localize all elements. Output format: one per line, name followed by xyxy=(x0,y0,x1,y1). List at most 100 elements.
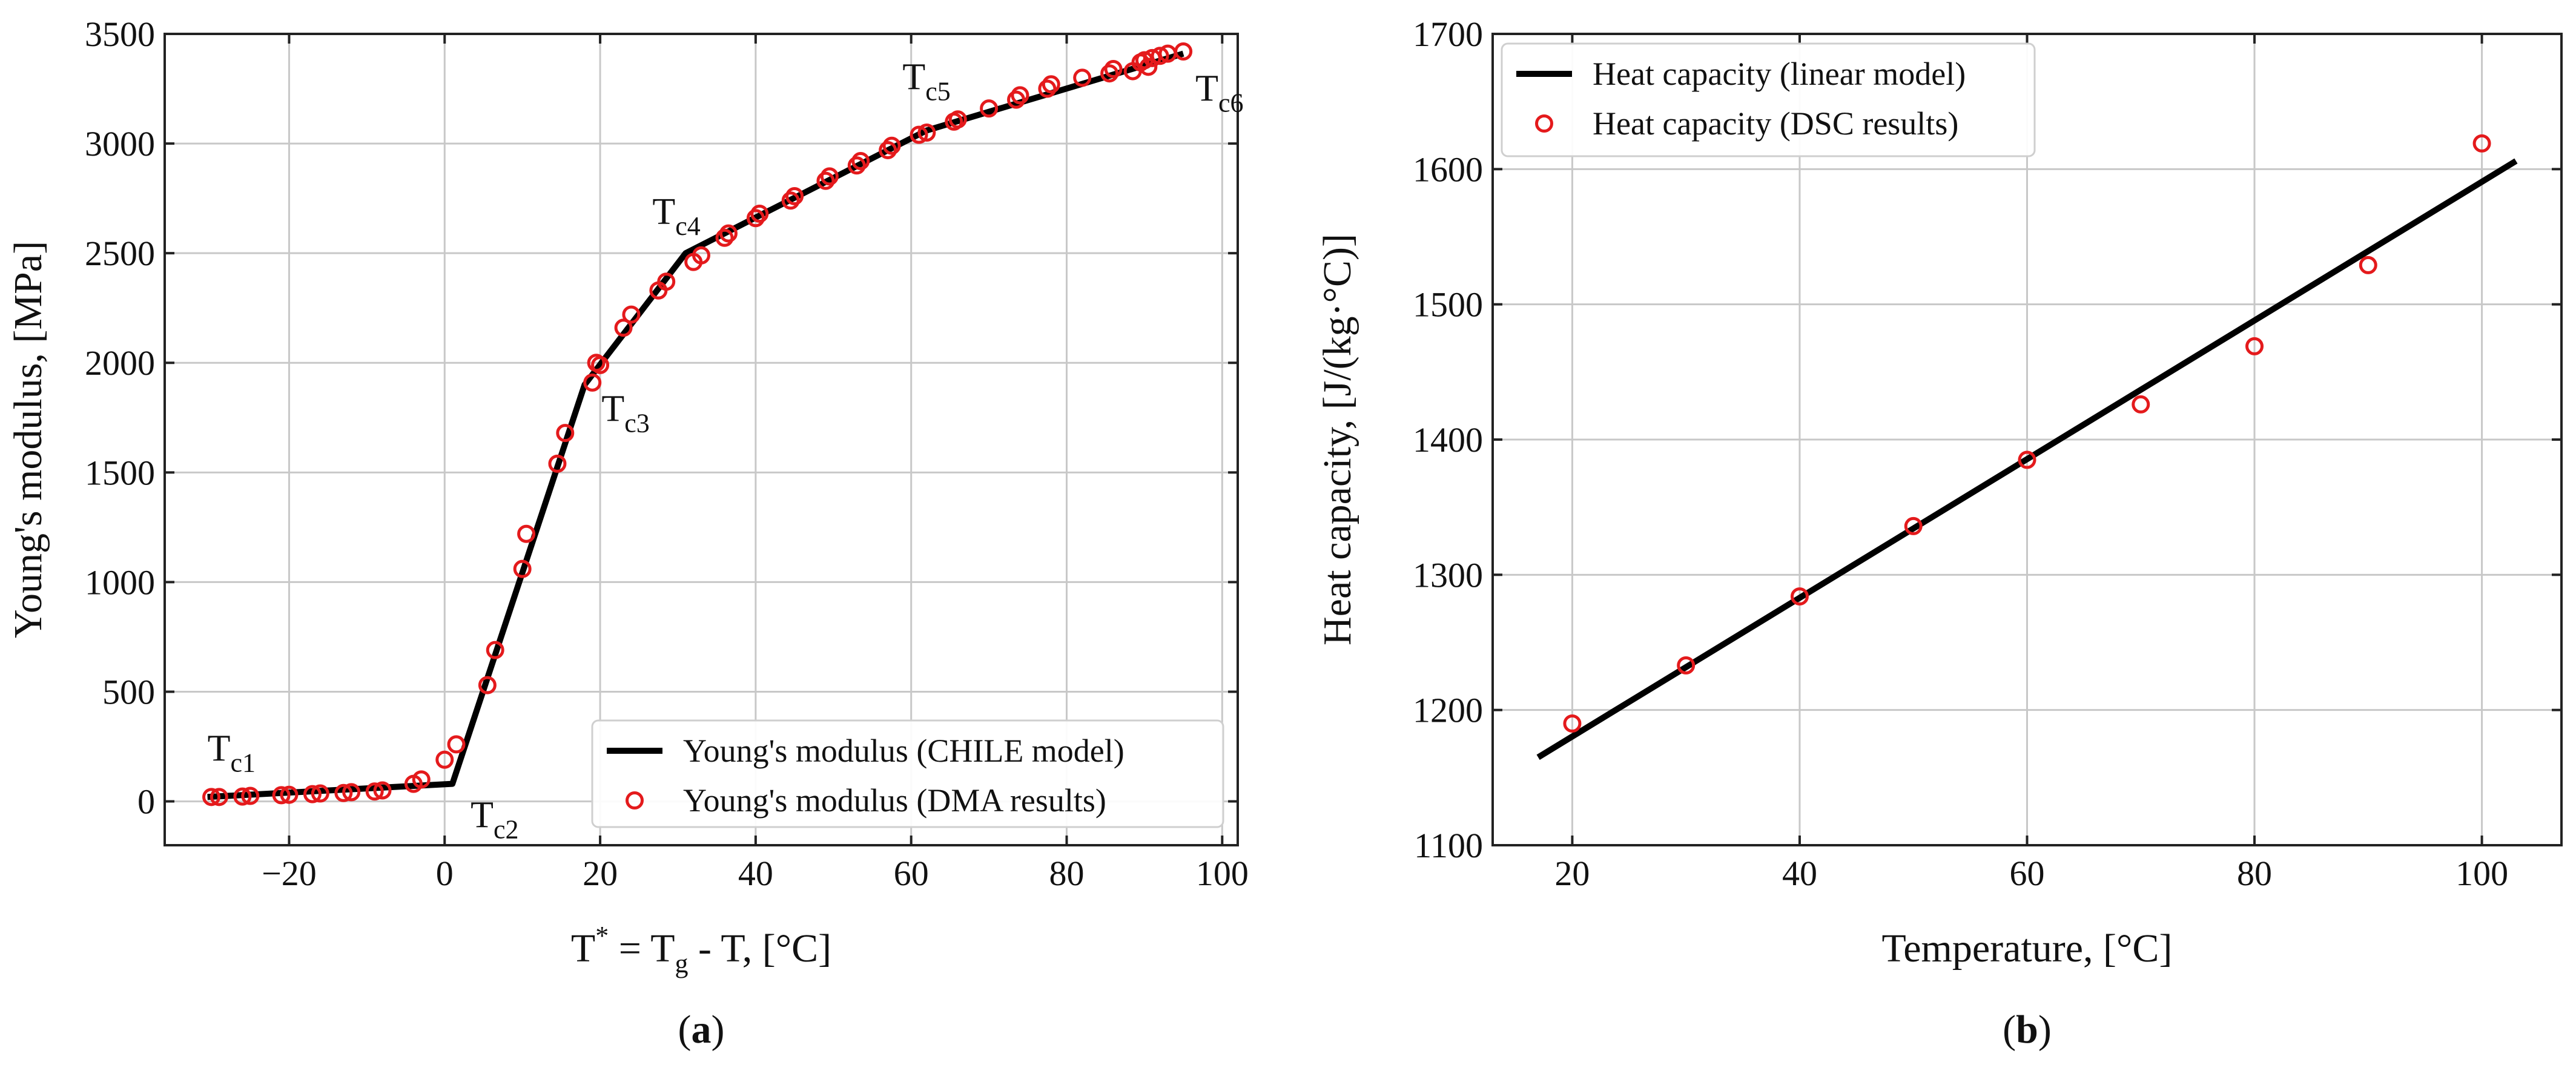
legend-frame xyxy=(591,719,1224,828)
x-tick-label: 40 xyxy=(1782,854,1817,893)
data-point xyxy=(1073,68,1092,87)
annotation-subscript: c4 xyxy=(675,211,701,241)
annotation-subscript: c6 xyxy=(1218,88,1244,118)
data-point xyxy=(447,735,466,754)
annotation-c5: Tc5 xyxy=(902,56,950,106)
y-tick-label: 1400 xyxy=(1413,420,1483,460)
data-point xyxy=(917,123,936,142)
x-tick-label: 20 xyxy=(583,854,618,893)
legend-b: Heat capacity (linear model) Heat capacit… xyxy=(1501,42,2036,157)
data-point xyxy=(781,191,800,210)
annotation-main: T xyxy=(601,388,624,429)
y-tick-label: 1300 xyxy=(1413,555,1483,595)
series-line-b xyxy=(1536,158,2518,760)
data-point xyxy=(412,770,431,789)
annotation-subscript: c5 xyxy=(925,76,951,106)
x-tick-label: −20 xyxy=(262,854,317,893)
data-point xyxy=(1143,48,1161,67)
data-point xyxy=(2472,134,2491,153)
annotation-main: T xyxy=(208,728,231,769)
x-axis-label-superscript: * xyxy=(595,921,609,951)
x-tick-label: 40 xyxy=(738,854,773,893)
series-line-a xyxy=(207,50,1184,800)
data-point xyxy=(750,204,769,223)
annotation-c1: Tc1 xyxy=(208,728,256,777)
data-point xyxy=(1100,64,1119,83)
y-axis-label: Young's modulus, [MPa] xyxy=(6,241,50,638)
data-point xyxy=(548,454,567,473)
data-point xyxy=(847,156,866,175)
y-tick-label: 0 xyxy=(137,782,155,822)
data-point xyxy=(365,782,384,801)
data-point xyxy=(1007,90,1026,109)
chart-panel-a: −20 0 20 40 60 80 1000500100015002000250030003… xyxy=(6,15,1249,1052)
annotation-c2: Tc2 xyxy=(471,795,518,845)
data-point xyxy=(1174,42,1193,61)
data-point xyxy=(486,641,504,659)
y-tick-label: 2000 xyxy=(85,343,155,383)
data-point xyxy=(1011,86,1029,105)
data-point xyxy=(1038,79,1057,98)
x-axis-label-subscript: g xyxy=(675,949,689,978)
data-point xyxy=(2132,395,2150,414)
x-axis-label: T* = Tg - T, [°C] xyxy=(571,921,831,978)
panel-label: (b) xyxy=(2003,1007,2052,1052)
annotation-c6: Tc6 xyxy=(1195,68,1243,118)
data-point xyxy=(1139,58,1158,76)
plot-frame xyxy=(1491,33,2563,846)
data-point xyxy=(241,786,260,805)
x-tick-label: 60 xyxy=(894,854,929,893)
data-point xyxy=(373,781,392,800)
data-point xyxy=(583,373,602,392)
legend-label: Young's modulus (CHILE model) xyxy=(683,733,1125,769)
panel-paren: ( xyxy=(678,1007,692,1052)
data-point xyxy=(2245,337,2264,355)
legend-marker-swatch xyxy=(1535,114,1553,133)
data-point xyxy=(785,187,804,205)
data-point xyxy=(513,559,532,578)
panel-paren: ) xyxy=(712,1007,725,1052)
y-tick-label: 1200 xyxy=(1413,691,1483,730)
annotation-c4: Tc4 xyxy=(652,191,700,241)
panel-letter: a xyxy=(692,1007,712,1052)
data-point xyxy=(233,787,252,806)
data-point xyxy=(478,676,497,694)
x-tick-label: 100 xyxy=(1196,854,1249,893)
y-tick-label: 3500 xyxy=(85,15,155,54)
data-point xyxy=(816,171,835,190)
y-tick-label: 1600 xyxy=(1413,150,1483,189)
y-tick-label: 1500 xyxy=(85,453,155,492)
data-point xyxy=(910,125,928,144)
x-tick-label: 20 xyxy=(1554,854,1590,893)
annotation-subscript: c2 xyxy=(494,815,519,845)
data-point xyxy=(715,228,734,247)
data-point xyxy=(746,209,765,228)
data-point xyxy=(1904,516,1923,535)
data-point xyxy=(622,305,641,324)
data-point xyxy=(1790,587,1809,606)
data-point xyxy=(556,424,575,443)
x-axis-label: Temperature, [°C] xyxy=(1882,926,2173,971)
data-point xyxy=(692,246,710,265)
y-axis-label: Heat capacity, [J/(kg·°C)] xyxy=(1315,234,1359,645)
data-point xyxy=(1151,47,1169,65)
annotation-subscript: c3 xyxy=(624,408,650,438)
data-point xyxy=(879,140,897,159)
x-axis-label-main: - T, [°C] xyxy=(689,926,832,971)
data-point xyxy=(851,152,870,171)
data-point xyxy=(1042,75,1060,94)
y-tick-label: 3000 xyxy=(85,124,155,163)
data-point xyxy=(311,784,329,803)
y-tick-label: 500 xyxy=(102,672,155,711)
data-point xyxy=(1677,656,1696,674)
annotation-main: T xyxy=(1195,68,1218,110)
data-point xyxy=(820,167,839,186)
data-point xyxy=(657,272,676,291)
panel-label: (a) xyxy=(678,1007,725,1052)
annotation-main: T xyxy=(471,795,494,836)
panel-letter: b xyxy=(2016,1007,2038,1052)
plot-frame xyxy=(163,33,1239,846)
data-point xyxy=(435,750,454,769)
